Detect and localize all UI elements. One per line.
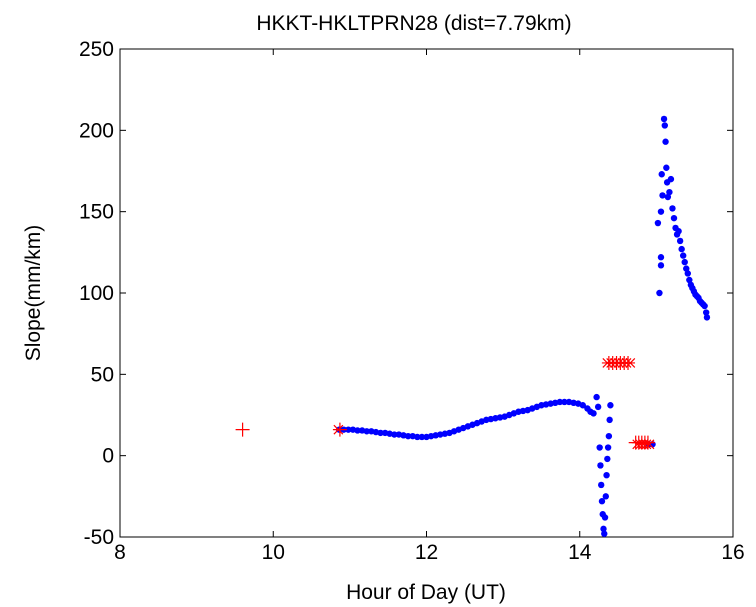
data-marks [235,115,711,537]
y-tick-label: 250 [79,38,114,61]
plus-marker [332,422,347,437]
data-point [675,227,682,235]
data-point [663,164,670,171]
cross-marker [610,358,620,368]
data-point [418,433,426,441]
x-tick-label: 16 [721,541,744,564]
data-point [600,525,607,533]
data-point [556,398,564,406]
data-point [601,514,609,521]
data-point [604,455,611,463]
data-point [596,444,603,451]
data-point [605,432,613,440]
x-tick-label: 8 [114,541,126,564]
data-point [660,115,668,123]
data-point [594,403,602,411]
data-point [658,171,665,178]
plot-area [119,48,734,538]
data-point [404,432,412,440]
data-point [701,302,708,310]
data-point [601,530,608,537]
data-point [657,254,665,261]
data-point [377,429,384,437]
data-point [657,262,665,269]
cross-marker [625,358,636,368]
cross-marker [641,439,652,450]
data-point [602,493,610,500]
y-tick-label: 150 [79,201,114,224]
cross-marker [617,358,628,368]
data-point [669,205,676,212]
data-point [676,237,684,245]
x-tick-label: 12 [415,541,438,564]
data-point [345,426,352,433]
data-point [604,444,612,451]
data-point [662,138,669,145]
data-point [654,219,662,227]
data-point [354,427,361,434]
data-point [561,398,568,406]
cross-marker [606,358,617,368]
data-point [579,402,587,409]
data-point [703,314,711,321]
y-axis-label: Slope(mm/km) [22,225,45,362]
x-axis-label: Hour of Day (UT) [346,581,506,604]
data-point [659,192,666,199]
data-point [593,393,600,401]
data-point [607,402,614,409]
data-point [598,481,605,489]
data-point [657,208,665,215]
data-point [414,433,421,441]
axis-ticks: 8 10 12 14 16 -50 0 50 100 150 200 250 [79,38,745,564]
cross-marker [621,358,632,368]
data-point [363,428,370,435]
data-point [681,258,688,266]
cross-marker [602,358,613,368]
data-point [683,265,690,272]
data-point [702,309,710,316]
data-point [606,416,613,424]
data-point [666,188,673,196]
data-point [590,410,597,417]
data-point [391,431,398,438]
y-tick-label: 50 [91,363,114,386]
data-point [670,214,678,222]
data-point [656,289,663,297]
data-point [686,276,693,284]
data-point [597,462,604,469]
data-point [664,193,672,201]
x-tick-label: 10 [262,541,285,564]
data-point [598,498,606,505]
data-point [678,245,685,253]
x-tick-label: 14 [568,541,592,564]
data-point [684,270,691,277]
data-point [679,252,687,259]
y-tick-label: 0 [102,445,114,468]
data-point [603,471,610,479]
cross-marker [613,358,624,368]
y-tick-label: 200 [79,119,114,142]
y-tick-label: -50 [84,526,114,549]
chart-title: HKKT-HKLTPRN28 (dist=7.79km) [256,12,571,35]
data-point [661,122,669,129]
plus-marker [235,422,250,437]
data-point [667,175,675,183]
cross-marker [644,439,655,450]
y-tick-label: 100 [79,282,114,305]
cross-marker [333,424,344,435]
